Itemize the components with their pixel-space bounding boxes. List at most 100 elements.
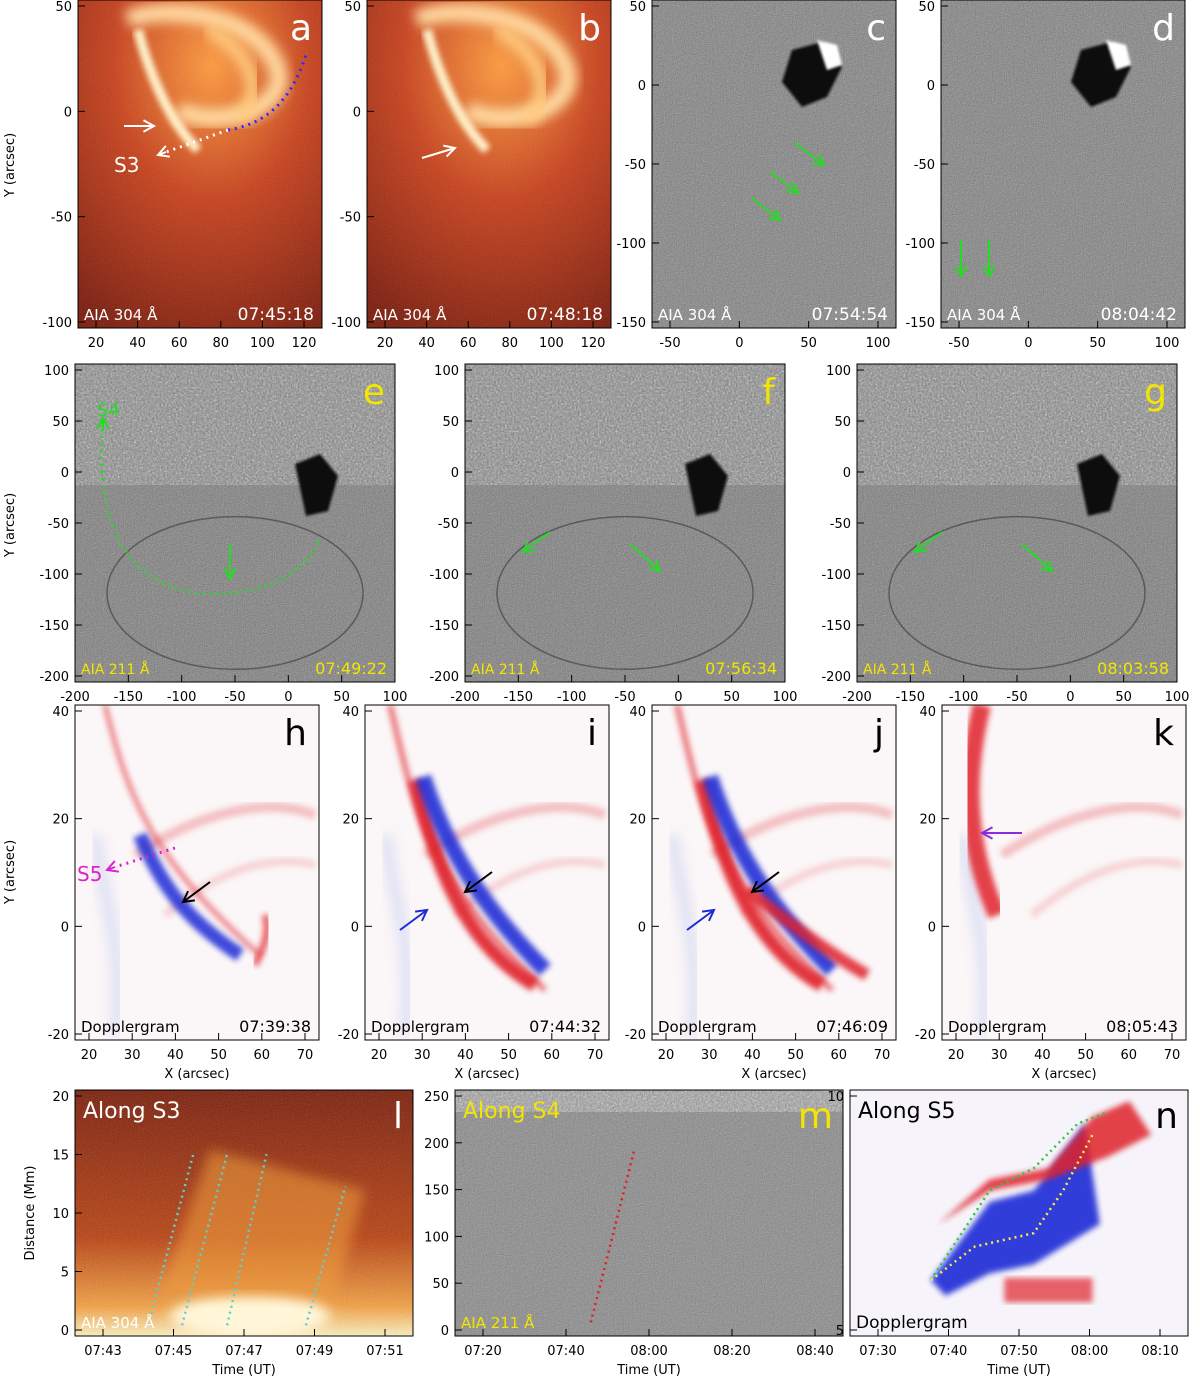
blueshift-strand	[702, 774, 838, 976]
x-tick-label: 50	[1115, 690, 1132, 705]
y-tick-label: -100	[331, 316, 361, 331]
x-tick-label: 70	[587, 1048, 604, 1063]
black-arrow	[182, 881, 211, 903]
y-axis-label: Y (arcsec)	[3, 840, 18, 905]
y-tick-label: -150	[39, 619, 69, 634]
panel-image	[455, 1090, 843, 1336]
x-tick-label: 80	[502, 336, 519, 351]
y-tick-label: 10	[52, 1207, 69, 1222]
panel-frame	[77, 0, 323, 329]
panel-frame	[364, 704, 610, 1041]
y-tick-label: 0	[441, 1324, 449, 1339]
panel-image	[857, 364, 1177, 682]
x-tick-label: 20	[948, 1048, 965, 1063]
slit-s5-arrow-head	[105, 860, 120, 873]
y-tick-label: 0	[353, 105, 361, 120]
panel-m: 250 200 150 100 50 0 07:20 07:40 08:00 08:20 08:40…	[424, 1089, 844, 1378]
y-tick-label: -20	[625, 1028, 646, 1043]
x-tick-label: 07:50	[1000, 1344, 1037, 1359]
y-tick-label: -150	[821, 619, 851, 634]
y-tick-label: 100	[44, 364, 69, 379]
x-tick-label: 07:20	[464, 1344, 501, 1359]
dark-patch	[295, 454, 338, 516]
x-tick-label: 30	[124, 1048, 141, 1063]
x-tick-label: 40	[744, 1048, 761, 1063]
panel-image	[652, 0, 896, 328]
bright-loop	[493, 23, 549, 125]
panel-title: Along S3	[83, 1099, 181, 1124]
x-tick-label: 08:00	[1071, 1344, 1108, 1359]
bright-patch	[817, 40, 842, 70]
y-tick-label: 0	[351, 920, 359, 935]
x-tick-label: 0	[1024, 336, 1032, 351]
x-axis-label: X (arcsec)	[164, 1067, 229, 1082]
panel-e: 100 50 0 -50 -100 -150 -200 -200 -150 -100 -50 0 50 1…	[39, 363, 408, 705]
diff-noise-top	[75, 364, 395, 485]
panel-letter: m	[798, 1096, 833, 1137]
x-tick-label: 20	[371, 1048, 388, 1063]
x-tick-label: 60	[254, 1048, 271, 1063]
diff-noise	[652, 0, 896, 328]
dark-patch	[685, 454, 728, 516]
y-tick-label: 50	[344, 0, 361, 15]
x-tick-label: -150	[504, 690, 534, 705]
y-tick-label: 50	[918, 0, 935, 15]
x-tick-label: 0	[1066, 690, 1074, 705]
y-tick-label: -50	[625, 158, 646, 173]
time-label: 07:48:18	[527, 305, 603, 325]
panel-image	[367, 0, 611, 328]
panel-letter: f	[762, 372, 776, 413]
bright-loop	[133, 28, 202, 154]
x-tick-label: 07:45	[155, 1344, 192, 1359]
y-tick-label: 200	[424, 1137, 449, 1152]
blue-arrow	[399, 909, 428, 931]
y-tick-label: 0	[64, 105, 72, 120]
purple-arrow-head	[979, 826, 994, 840]
y-tick-label: -150	[616, 316, 646, 331]
x-tick-label: 70	[874, 1048, 891, 1063]
white-arrow-head	[142, 119, 157, 133]
black-arrow-head	[463, 880, 478, 894]
x-tick-label: 100	[383, 690, 408, 705]
blueshift-strand	[133, 832, 244, 961]
x-tick-label: 80	[213, 336, 230, 351]
slit-s3-arrow-head	[156, 145, 171, 158]
x-tick-label: -100	[949, 690, 979, 705]
panel-letter: a	[290, 8, 312, 49]
green-arrow-head	[521, 540, 536, 554]
instrument-label: AIA 211 Å	[81, 661, 150, 678]
track-line	[930, 1134, 1094, 1282]
x-tick-label: -50	[948, 336, 969, 351]
panel-letter: b	[578, 8, 601, 49]
y-tick-label: -150	[429, 619, 459, 634]
green-arrow-head	[811, 153, 826, 167]
y-tick-label: -200	[39, 670, 69, 685]
x-tick-label: 07:47	[225, 1344, 262, 1359]
x-tick-label: -200	[450, 690, 480, 705]
panel-letter: i	[587, 713, 597, 754]
redshift-region	[938, 1101, 1152, 1225]
slit-label: S5	[77, 862, 102, 886]
panel-image	[78, 0, 322, 328]
x-tick-label: 50	[1089, 336, 1106, 351]
y-tick-label: 100	[826, 364, 851, 379]
green-arrow-head	[785, 181, 800, 195]
panel-image	[941, 0, 1185, 328]
black-arrow-head	[750, 880, 765, 894]
y-tick-label: 5	[836, 1324, 844, 1339]
diff-noise	[941, 0, 1185, 328]
x-tick-label: 50	[500, 1048, 517, 1063]
panel-letter: e	[363, 372, 385, 413]
x-tick-label: 07:51	[366, 1344, 403, 1359]
panel-h: 40 20 0 -20 20 30 40 50 60 70 h Dopplergram 07:39:38…	[48, 704, 320, 1082]
panel-letter: d	[1152, 8, 1175, 49]
panel-image	[465, 364, 785, 682]
x-tick-label: 0	[674, 690, 682, 705]
redshift-strand	[408, 778, 539, 992]
track-line	[304, 1185, 347, 1326]
y-tick-label: 15	[52, 1149, 69, 1164]
x-tick-label: 0	[735, 336, 743, 351]
x-tick-label: 40	[129, 336, 146, 351]
y-tick-label: 50	[834, 415, 851, 430]
green-arrow-head	[648, 559, 662, 573]
